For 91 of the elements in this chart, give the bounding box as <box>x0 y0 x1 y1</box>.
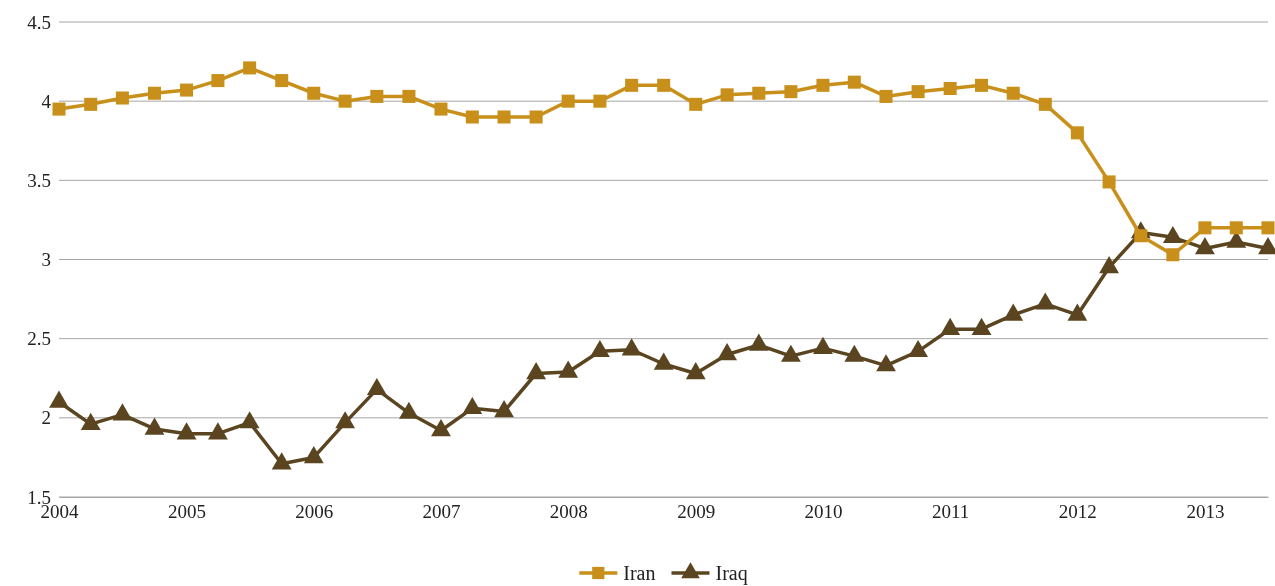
point <box>1198 221 1212 235</box>
legend-label: Iraq <box>715 562 748 585</box>
point <box>1099 255 1119 274</box>
point <box>1102 175 1116 189</box>
point <box>879 89 893 103</box>
y-tick-label: 2.5 <box>27 328 51 350</box>
point <box>593 94 607 108</box>
point <box>526 362 547 380</box>
point <box>1229 221 1243 235</box>
point <box>911 85 925 99</box>
point <box>1067 303 1088 321</box>
x-tick-label: 2008 <box>549 501 588 523</box>
y-tick-label: 3 <box>41 249 51 271</box>
point <box>748 333 769 351</box>
point <box>1035 292 1056 310</box>
point <box>876 354 896 372</box>
point <box>1162 225 1183 244</box>
point <box>434 102 448 116</box>
point <box>239 411 260 429</box>
point <box>208 422 228 440</box>
point <box>784 85 798 99</box>
point <box>621 338 642 356</box>
point <box>943 81 957 96</box>
point <box>180 83 194 97</box>
point <box>720 88 734 102</box>
point <box>940 317 961 335</box>
point <box>813 336 833 354</box>
legend-label: Iran <box>623 562 656 584</box>
point <box>589 339 610 358</box>
point <box>1261 221 1275 235</box>
x-tick-label: 2010 <box>804 501 843 523</box>
point <box>780 344 801 362</box>
point <box>1070 126 1084 140</box>
point <box>303 445 324 464</box>
point <box>431 419 451 437</box>
point <box>112 403 133 421</box>
point <box>494 400 514 418</box>
point <box>399 401 419 419</box>
point <box>752 86 766 100</box>
point <box>465 110 479 124</box>
point <box>1038 97 1052 111</box>
point <box>271 452 292 470</box>
point <box>657 78 671 92</box>
point <box>1003 303 1024 321</box>
point <box>1006 86 1020 100</box>
x-tick-label: 2013 <box>1186 501 1225 523</box>
point <box>84 97 98 111</box>
point <box>176 422 197 440</box>
point <box>144 417 165 435</box>
point <box>370 89 384 103</box>
point <box>847 75 861 89</box>
x-tick-label: 2011 <box>932 501 970 523</box>
y-tick-label: 4.5 <box>27 11 51 33</box>
x-tick-label: 2006 <box>295 501 334 523</box>
point <box>685 362 706 380</box>
point <box>816 78 830 92</box>
point <box>243 61 257 75</box>
x-tick-label: 2009 <box>677 501 716 523</box>
point <box>211 74 225 88</box>
point <box>335 411 356 429</box>
point <box>307 86 321 100</box>
y-tick-label: 4 <box>41 90 52 112</box>
y-tick-label: 3.5 <box>27 169 51 191</box>
point <box>529 110 543 124</box>
point <box>462 396 483 415</box>
point <box>558 360 579 378</box>
point <box>625 78 639 92</box>
x-tick-label: 2007 <box>422 501 461 523</box>
point <box>1166 248 1180 262</box>
point <box>338 94 352 108</box>
point <box>275 74 289 88</box>
point <box>975 78 989 92</box>
point <box>689 97 703 111</box>
x-tick-label: 2012 <box>1058 501 1097 523</box>
point <box>402 89 416 103</box>
point <box>653 352 674 370</box>
point <box>52 102 66 116</box>
point <box>908 339 928 358</box>
point <box>717 343 738 361</box>
x-tick-label: 2005 <box>168 501 207 523</box>
point <box>49 390 69 408</box>
point <box>80 412 101 430</box>
point <box>561 94 575 108</box>
point <box>147 86 162 100</box>
point <box>1195 236 1215 255</box>
point <box>115 91 129 105</box>
point <box>971 317 992 335</box>
point <box>844 344 865 362</box>
y-tick-label: 2 <box>41 407 51 429</box>
point <box>497 110 511 124</box>
point <box>366 377 387 396</box>
